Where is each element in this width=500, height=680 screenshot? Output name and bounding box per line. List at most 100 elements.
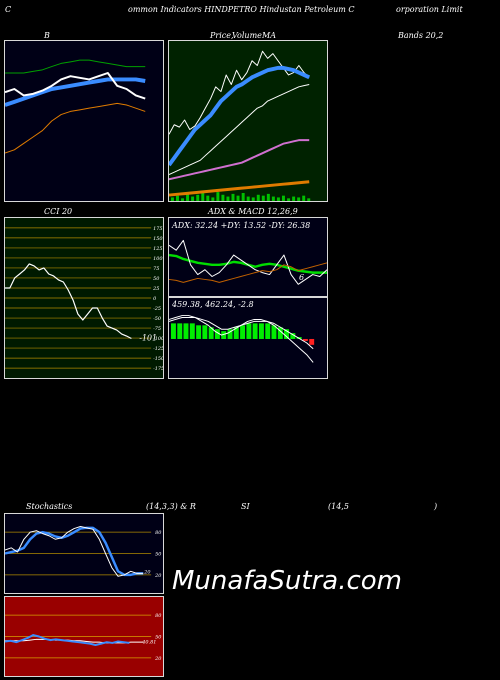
adx-right-value: 6 <box>299 273 305 282</box>
price-ma-chart <box>169 50 311 201</box>
stoch-params: (14,3,3) & R <box>146 502 196 511</box>
volume-bar <box>261 195 265 201</box>
rsi-close: ) <box>434 502 438 511</box>
volume-bar <box>266 193 270 201</box>
adx-minus_di-line <box>169 262 327 283</box>
macd-histogram-bar <box>271 325 277 339</box>
volume-bar <box>241 193 245 201</box>
adx-panel: ADX: 32.24 +DY: 13.52 -DY: 26.38 6 <box>168 217 328 297</box>
volume-bar <box>226 196 230 201</box>
macd-macd-line <box>169 315 314 363</box>
macd-histogram-bar <box>189 323 195 339</box>
cci-tick-label: 50 <box>153 276 159 282</box>
rsi-last-label: 40.81 <box>141 640 156 646</box>
cci-line <box>5 263 132 340</box>
volume-bar <box>276 197 280 201</box>
macd-histogram-bar <box>246 323 252 339</box>
stoch-k-line <box>5 525 144 577</box>
macd-histogram-bar <box>196 325 202 339</box>
adx-plus_di-line <box>169 239 327 285</box>
macd-values: 459.38, 462.24, -2.8 <box>172 300 254 309</box>
page-title-tail: orporation Limit <box>396 5 463 14</box>
rsi-tick-label: 80 <box>155 613 161 619</box>
stoch-panel: 80 50 20 20 <box>4 513 164 594</box>
adx-values: ADX: 32.24 +DY: 13.52 -DY: 26.38 <box>172 221 311 230</box>
bollinger-label: B <box>44 31 50 40</box>
volume-bar <box>302 195 306 201</box>
cci-tick-label: 100 <box>153 256 162 262</box>
rsi-tick-label: 50 <box>155 634 161 640</box>
cci-tick-label: 25 <box>152 286 159 292</box>
volume-bar <box>186 193 190 201</box>
price-ma-panel <box>168 40 328 202</box>
price-label: Price, <box>210 31 234 40</box>
volume-bar <box>292 196 296 201</box>
volume-bar <box>201 193 205 201</box>
bands-label: Bands 20,2 <box>398 31 444 40</box>
cci-label: CCI 20 <box>44 207 73 216</box>
volume-bar <box>181 198 185 201</box>
page-title: ommon Indicators HINDPETRO Hindustan Pet… <box>128 5 355 14</box>
cci-tick-label: -150 <box>153 356 163 362</box>
price-ma_slow-line <box>169 139 310 181</box>
cci-tick-label: 150 <box>153 236 162 242</box>
volume-bar <box>231 193 235 201</box>
macd-histogram-bar <box>240 325 246 339</box>
volume-bar <box>287 198 291 201</box>
cci-tick-label: -75 <box>153 326 161 332</box>
cci-tick-label: -50 <box>153 316 161 322</box>
volume-label: Volume <box>232 31 262 40</box>
macd-histogram-bar <box>290 333 296 339</box>
macd-histogram-bar <box>227 329 233 339</box>
cci-tick-label: -175 <box>153 366 163 372</box>
macd-histogram-bar <box>221 331 227 339</box>
volume-bar <box>281 195 285 201</box>
bollinger-price-line <box>5 72 146 100</box>
macd-histogram-bar <box>252 323 258 339</box>
macd-histogram-bar <box>265 323 271 339</box>
volume-bar <box>206 195 210 201</box>
macd-panel: 459.38, 462.24, -2.8 <box>168 297 328 379</box>
macd-histogram-bar <box>177 323 183 339</box>
adx-adx-line <box>169 253 327 274</box>
rsi-params: (14,5 <box>328 502 349 511</box>
price-ma_fast-line <box>169 65 311 167</box>
header-c: C <box>5 5 12 14</box>
rsi-label: SI <box>241 502 250 511</box>
macd-histogram-bar <box>202 325 208 339</box>
cci-tick-label: 175 <box>153 226 162 232</box>
cci-tick-label: 125 <box>153 246 162 252</box>
macd-histogram-bar <box>170 323 176 339</box>
macd-histogram-bar <box>258 323 264 339</box>
rsi-line <box>5 634 130 647</box>
volume-bar <box>196 194 200 201</box>
price-price-line <box>169 50 310 135</box>
macd-histogram-bar <box>214 329 220 339</box>
macd-histogram-bar <box>284 329 289 339</box>
stoch-last-label: 20 <box>143 569 150 575</box>
price-ma_mid-line <box>169 83 310 175</box>
cci-panel: 175 150 125 100 75 50 25 0 -25 -50 -75 -100 -125 -150… <box>4 217 164 379</box>
stoch-label: Stochastics <box>26 502 73 511</box>
volume-ma-line <box>169 180 310 197</box>
stoch-tick-label: 80 <box>155 530 161 536</box>
adx-macd-label: ADX & MACD 12,26,9 <box>208 207 298 216</box>
ma-label: MA <box>262 31 276 40</box>
cci-tick-label: 75 <box>153 266 159 272</box>
macd-histogram-bar <box>277 327 283 339</box>
volume-bar <box>256 194 260 201</box>
volume-bar <box>251 197 255 201</box>
rsi-chart: 80 50 20 40.81 <box>5 613 161 662</box>
stoch-tick-label: 20 <box>154 573 161 579</box>
volume-bar <box>191 196 195 201</box>
volume-bar <box>236 195 240 201</box>
bollinger-lower-line <box>5 102 146 154</box>
cci-chart: 175 150 125 100 75 50 25 0 -25 -50 -75 -100 -125 -150… <box>5 226 163 372</box>
cci-tick-label: -25 <box>153 306 161 312</box>
adx-chart <box>169 239 327 285</box>
cci-last-label: -101 <box>139 333 157 342</box>
stoch-d-line <box>5 526 144 577</box>
cci-tick-label: -100 <box>153 336 163 342</box>
macd-histogram-bar <box>233 327 239 339</box>
watermark: MunafaSutra.com <box>172 566 403 596</box>
